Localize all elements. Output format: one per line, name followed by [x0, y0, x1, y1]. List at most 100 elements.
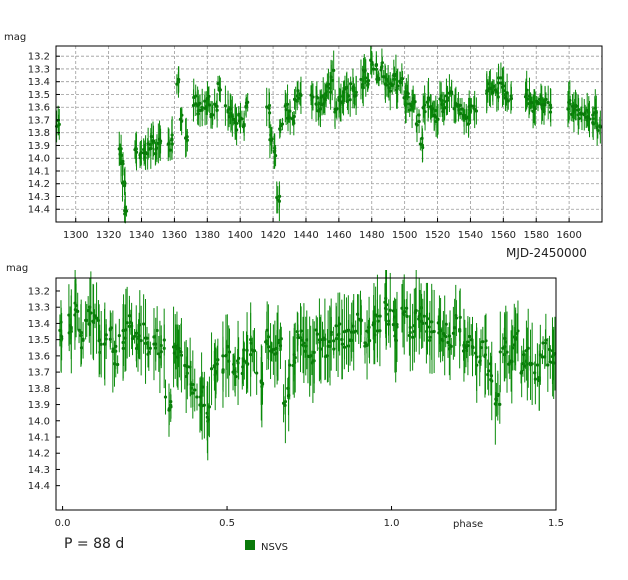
x-tick-label: 1500 — [392, 230, 417, 241]
data-point — [283, 403, 287, 407]
data-point — [264, 340, 268, 344]
data-point — [148, 346, 152, 350]
data-point — [567, 100, 571, 104]
data-point — [365, 343, 369, 348]
y-tick-label: 13.3 — [28, 64, 50, 75]
y-tick-label: 13.6 — [28, 103, 50, 114]
data-point — [203, 99, 207, 103]
data-point — [481, 340, 485, 344]
data-point — [59, 334, 63, 338]
data-point — [405, 90, 409, 95]
phase-frame — [55, 277, 557, 511]
y-tick-label: 14.4 — [28, 481, 50, 492]
data-point — [420, 136, 424, 140]
data-point — [494, 397, 498, 401]
data-point — [315, 95, 319, 99]
x-tick-label: 1600 — [556, 230, 581, 241]
x-tick-label: 1.5 — [548, 518, 564, 529]
data-point — [346, 328, 350, 332]
data-point — [365, 329, 369, 333]
data-point — [340, 337, 344, 342]
data-point — [498, 350, 502, 354]
data-point — [299, 329, 303, 333]
data-point — [57, 123, 61, 127]
data-point — [396, 84, 400, 88]
data-point — [275, 195, 279, 200]
data-point — [393, 334, 397, 338]
x-tick-label: 1560 — [491, 230, 516, 241]
data-point — [503, 96, 508, 100]
data-point — [209, 367, 214, 371]
data-point — [213, 102, 217, 106]
time-series-x-ticks: 1300 1320 1340 1360 1380 1400 1420 1440 1460 1480… — [63, 218, 582, 241]
data-point — [209, 112, 213, 117]
phase-panel: 13.2 13.3 13.4 13.5 13.6 13.7 13.8 13.9 14.0 14.1… — [6, 263, 564, 530]
data-point — [502, 84, 506, 88]
phase-x-ticks: 0.0 0.5 1.0 1.5 — [55, 506, 564, 529]
data-point — [280, 122, 285, 126]
data-point — [191, 391, 195, 395]
data-point — [104, 333, 108, 337]
x-tick-label: 0.5 — [219, 518, 235, 529]
x-tick-label: 1360 — [162, 230, 187, 241]
y-tick-label: 14.0 — [28, 154, 50, 165]
data-point — [382, 75, 386, 79]
data-point — [363, 341, 367, 345]
data-point — [546, 363, 550, 367]
data-point — [87, 322, 91, 326]
data-point — [166, 142, 170, 146]
y-tick-label: 14.2 — [28, 179, 50, 190]
data-point — [215, 362, 219, 366]
data-point — [275, 351, 279, 355]
data-point — [242, 124, 246, 128]
data-point — [267, 345, 271, 349]
data-point — [489, 374, 494, 378]
data-point — [242, 348, 246, 352]
time-series-x-axis-label: MJD-2450000 — [506, 246, 587, 260]
data-point — [574, 104, 578, 108]
data-point — [570, 104, 575, 108]
data-point — [298, 92, 302, 96]
data-point — [434, 115, 438, 119]
data-point — [378, 314, 382, 318]
data-point — [265, 328, 269, 332]
data-point — [318, 340, 322, 345]
x-tick-label: 1540 — [458, 230, 483, 241]
data-point — [409, 104, 414, 108]
y-tick-label: 13.3 — [28, 303, 50, 314]
data-point — [536, 100, 540, 104]
time-series-frame — [55, 45, 603, 223]
data-point — [533, 377, 537, 381]
time-series-plot-area — [56, 46, 602, 222]
period-annotation: P = 88 d — [64, 536, 124, 552]
data-point — [232, 369, 237, 373]
data-point — [234, 375, 238, 379]
data-point — [108, 337, 112, 341]
data-point — [198, 395, 203, 399]
data-point — [389, 82, 393, 86]
y-tick-label: 14.3 — [28, 465, 50, 476]
data-point — [377, 77, 381, 81]
data-point — [224, 353, 228, 357]
data-point — [463, 113, 467, 118]
data-point — [130, 337, 135, 341]
data-point — [543, 102, 547, 107]
data-point — [506, 99, 510, 103]
data-point — [241, 365, 245, 369]
data-point — [69, 325, 73, 329]
data-point — [344, 86, 349, 90]
data-point — [286, 116, 290, 120]
data-point — [538, 353, 542, 357]
data-point — [543, 341, 548, 345]
y-tick-label: 13.4 — [28, 77, 50, 88]
time-series-panel: 13.213.3 13.4 13.5 13.613.7 13.8 13.9 14.014.1… — [4, 32, 603, 260]
data-point — [309, 93, 313, 97]
data-point — [305, 338, 309, 342]
data-point — [121, 346, 125, 351]
data-point — [519, 371, 523, 375]
data-point — [134, 150, 139, 154]
x-tick-label: 1480 — [359, 230, 384, 241]
data-point — [199, 401, 203, 405]
data-point — [414, 308, 418, 313]
data-point — [193, 388, 197, 392]
